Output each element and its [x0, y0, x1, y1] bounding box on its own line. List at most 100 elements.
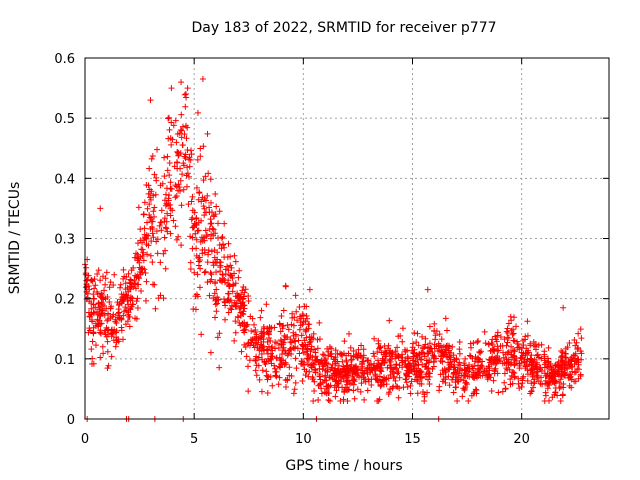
data-point: [127, 305, 134, 312]
data-point: [271, 362, 278, 369]
data-point: [167, 179, 174, 186]
data-point: [520, 337, 527, 344]
data-point: [184, 85, 191, 92]
data-point: [137, 226, 144, 233]
data-point: [291, 386, 298, 393]
data-point: [366, 362, 373, 369]
data-point: [161, 154, 168, 161]
data-point: [308, 334, 315, 341]
data-point: [221, 296, 228, 303]
data-point: [414, 352, 421, 359]
data-point: [421, 393, 428, 400]
data-point: [548, 366, 555, 373]
data-point: [562, 354, 569, 361]
data-point: [416, 368, 423, 375]
data-point: [566, 374, 573, 381]
data-point: [578, 356, 585, 363]
data-point: [316, 336, 323, 343]
data-point: [314, 345, 321, 352]
data-point: [309, 360, 316, 367]
data-point: [280, 322, 287, 329]
data-point: [296, 326, 303, 333]
data-point: [387, 356, 394, 363]
data-point: [578, 350, 585, 357]
data-point: [121, 308, 128, 315]
data-point: [116, 314, 123, 321]
data-point: [212, 211, 219, 218]
data-point: [505, 362, 512, 369]
data-point: [555, 371, 562, 378]
data-point: [297, 322, 304, 329]
data-point: [217, 259, 224, 266]
data-point: [294, 317, 301, 324]
data-point: [162, 224, 169, 231]
data-point: [436, 331, 443, 338]
data-point: [216, 277, 223, 284]
data-point: [120, 266, 127, 273]
data-point: [377, 344, 384, 351]
data-point: [202, 227, 209, 234]
data-point: [567, 373, 574, 380]
data-point: [178, 202, 185, 209]
data-point: [308, 343, 315, 350]
data-point: [511, 338, 518, 345]
data-point: [261, 358, 268, 365]
data-point: [211, 254, 218, 261]
data-point: [149, 259, 156, 266]
data-point: [503, 328, 510, 335]
data-point: [310, 362, 317, 369]
data-point: [505, 320, 512, 327]
data-point: [173, 139, 180, 146]
data-point: [466, 352, 473, 359]
data-point: [204, 279, 211, 286]
data-point: [195, 219, 202, 226]
data-point: [517, 354, 524, 361]
data-point: [216, 364, 223, 371]
data-point: [132, 285, 139, 292]
data-point: [353, 351, 360, 358]
data-point: [149, 152, 156, 159]
data-point: [288, 372, 295, 379]
data-point: [91, 285, 98, 292]
data-point: [175, 233, 182, 240]
data-point: [264, 390, 271, 397]
data-point: [383, 381, 390, 388]
data-point: [215, 220, 222, 227]
data-point: [508, 372, 515, 379]
data-point: [225, 267, 232, 274]
data-point: [235, 274, 242, 281]
data-point: [516, 385, 523, 392]
data-point: [507, 313, 514, 320]
data-point: [184, 170, 191, 177]
data-point: [292, 379, 299, 386]
data-point: [530, 370, 537, 377]
data-point: [142, 270, 149, 277]
data-point: [564, 365, 571, 372]
data-point: [86, 313, 93, 320]
data-point: [411, 329, 418, 336]
data-point: [552, 385, 559, 392]
data-point: [145, 232, 152, 239]
data-point: [367, 369, 374, 376]
data-point: [545, 379, 552, 386]
data-point: [215, 234, 222, 241]
data-point: [530, 360, 537, 367]
data-point: [95, 267, 102, 274]
data-point: [355, 346, 362, 353]
data-point: [292, 355, 299, 362]
data-point: [479, 363, 486, 370]
data-point: [371, 353, 378, 360]
data-point: [240, 327, 247, 334]
data-point: [164, 210, 171, 217]
data-point: [165, 192, 172, 199]
data-point: [146, 201, 153, 208]
data-point: [293, 308, 300, 315]
data-point: [401, 346, 408, 353]
data-point: [456, 370, 463, 377]
data-point: [304, 315, 311, 322]
data-point: [557, 397, 564, 404]
data-point: [309, 375, 316, 382]
data-point: [399, 325, 406, 332]
data-point: [486, 374, 493, 381]
data-point: [178, 242, 185, 249]
